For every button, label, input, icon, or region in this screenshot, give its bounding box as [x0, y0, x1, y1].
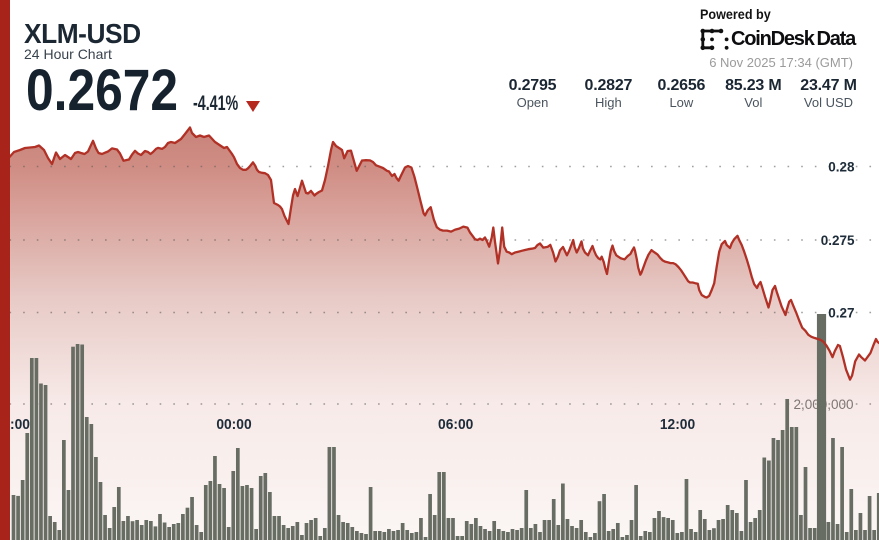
- svg-text:12:00: 12:00: [660, 417, 695, 434]
- svg-text:0.28: 0.28: [828, 160, 855, 175]
- svg-text:06:00: 06:00: [438, 417, 473, 434]
- svg-text:0.275: 0.275: [821, 233, 855, 248]
- svg-text:00:00: 00:00: [216, 417, 251, 434]
- svg-text:0.27: 0.27: [828, 306, 854, 321]
